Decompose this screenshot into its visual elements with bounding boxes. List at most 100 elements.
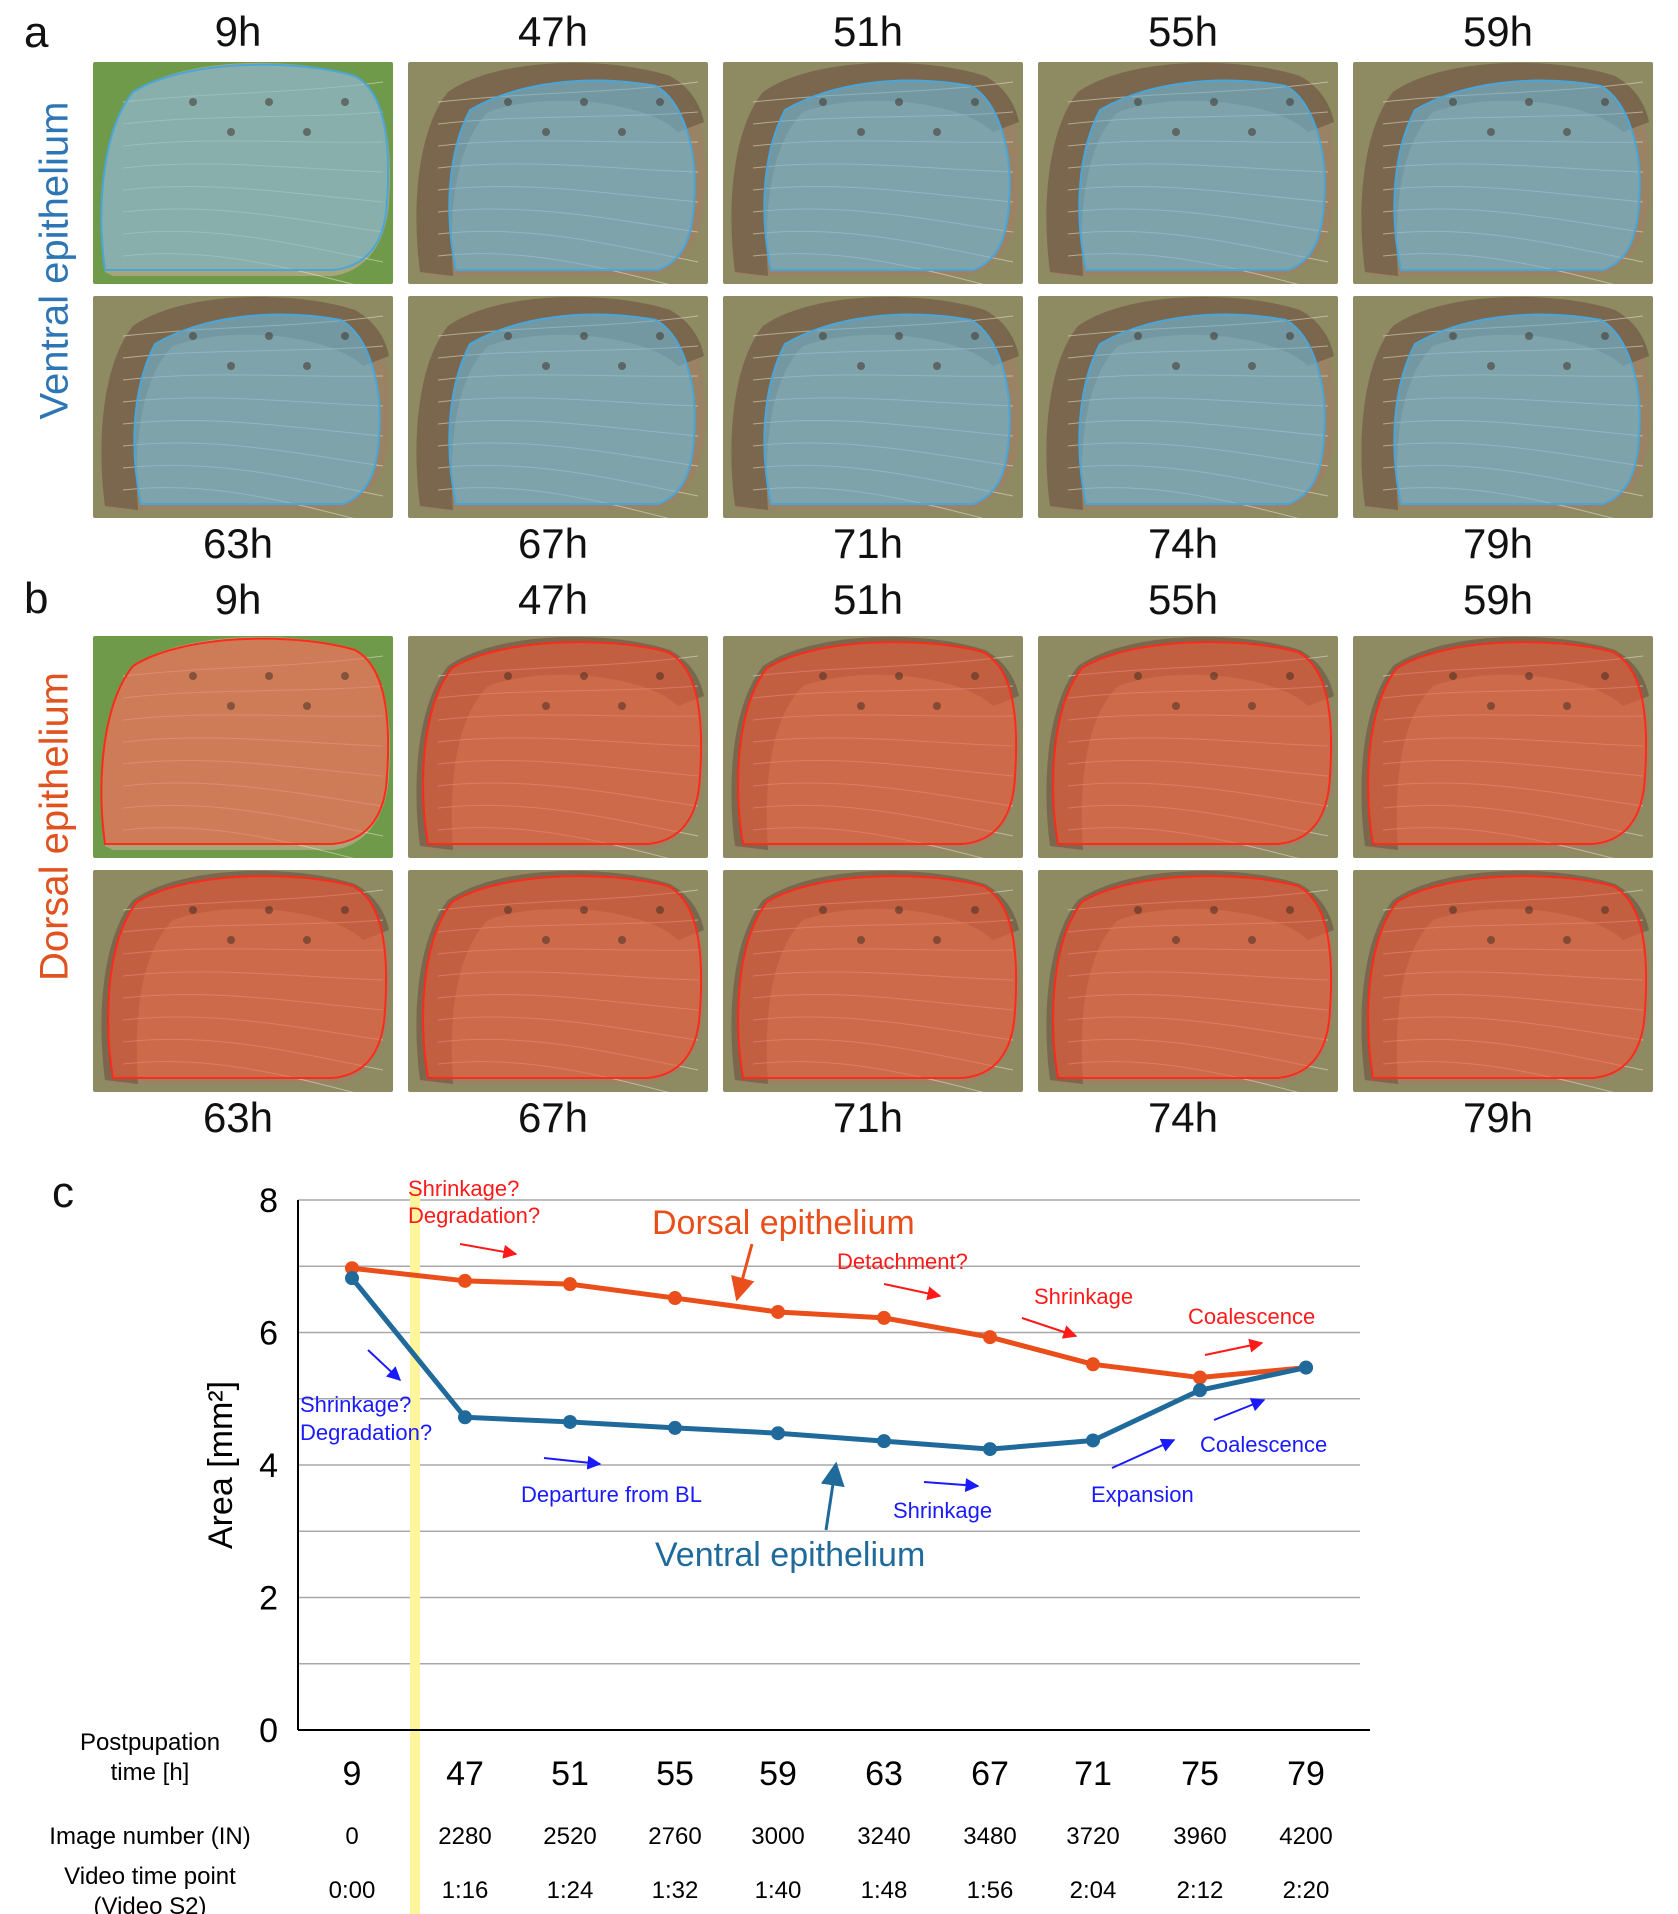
dorsal-side-label: Dorsal epithelium [32,671,77,982]
micrograph-tile [723,870,1023,1092]
table-cell: 1:32 [652,1877,699,1904]
ventral-data-point [458,1410,472,1425]
table-row-label: Image number (IN) [49,1823,250,1850]
table-cell: 2520 [543,1823,596,1850]
table-cell: 79 [1287,1755,1325,1793]
dorsal-annotation-arrow [459,1243,518,1259]
time-label: 47h [517,576,589,623]
time-label: 74h [1147,1094,1219,1141]
time-label: 79h [1462,1094,1534,1141]
time-label: 71h [832,1094,904,1141]
y-tick-labels: 0 2 4 6 8 [259,1182,278,1750]
table-cell: 51 [551,1755,589,1793]
time-label: 9h [214,576,262,623]
table-cell: 3000 [751,1823,804,1850]
time-label: 63h [202,520,274,567]
panel-letter-a: a [24,8,49,57]
ventral-annotation-arrow [1213,1398,1266,1421]
dorsal-annotation-shrinkage: Shrinkage [1034,1284,1133,1309]
table-cell: 1:40 [755,1877,802,1904]
time-label: 55h [1147,8,1219,55]
area-line-chart: 0 2 4 6 8 Area [mm²] Dorsal epithelium Ventr… [49,1176,1370,1914]
table-cell: 59 [759,1755,797,1793]
time-label: 51h [832,576,904,623]
time-label: 67h [517,520,589,567]
micrograph-tile [408,636,708,858]
dorsal-data-point [877,1310,891,1325]
micrograph-tile [1353,62,1653,284]
ventral-annotation-shrinkage-q: Shrinkage? [300,1392,411,1417]
table-cell: 0 [345,1823,358,1850]
dorsal-series-label: Dorsal epithelium [652,1204,915,1242]
dorsal-data-point [668,1291,682,1306]
micrograph-tile [1038,296,1338,518]
time-label: 63h [202,1094,274,1141]
dorsal-data-point [1193,1370,1207,1385]
ventral-series-line [350,1276,1307,1452]
micrograph-tile [93,636,393,858]
ventral-label-arrow [820,1461,845,1531]
y-tick-label: 8 [259,1182,278,1220]
panel-letter-c: c [52,1168,74,1217]
panel-letter-b: b [24,574,49,623]
highlight-band [410,1190,420,1914]
dorsal-annotation-arrow [1204,1338,1264,1356]
time-label: 55h [1147,576,1219,623]
micrograph-tile [723,296,1023,518]
table-cell: 2280 [438,1823,491,1850]
table-cell: 71 [1074,1755,1112,1793]
micrograph-tile [408,870,708,1092]
table-cell: 2:12 [1177,1877,1224,1904]
table-cell: 63 [865,1755,903,1793]
time-label: 71h [832,520,904,567]
table-row-label: Postpupation [80,1729,220,1756]
dorsal-data-point [345,1261,359,1276]
y-axis-label: Area [mm²] [202,1381,240,1549]
table-cell: 1:16 [442,1877,489,1904]
dorsal-data-point [563,1277,577,1292]
ventral-data-point [668,1420,682,1435]
time-label: 47h [517,8,589,55]
ventral-annotation-expansion: Expansion [1091,1482,1194,1507]
series-lines [350,1265,1307,1452]
time-label: 59h [1462,576,1534,623]
y-tick-label: 4 [259,1447,278,1485]
dorsal-label-arrow [731,1243,755,1302]
table-cell: 67 [971,1755,1009,1793]
table-cell: 2760 [648,1823,701,1850]
micrograph-tile [408,62,708,284]
dorsal-annotation-degradation-q: Degradation? [408,1203,540,1228]
micrograph-tile [93,296,393,518]
micrograph-tile [408,296,708,518]
dorsal-data-point [458,1273,472,1288]
table-row-label: time [h] [111,1759,190,1786]
ventral-data-point [345,1271,359,1286]
table-row-label: (Video S2) [94,1893,207,1914]
table-cell: 2:04 [1070,1877,1117,1904]
ventral-data-point [771,1426,785,1441]
table-cell: 4200 [1279,1823,1332,1850]
dorsal-annotation-arrow [1021,1317,1078,1339]
dorsal-annotation-shrinkage-q: Shrinkage? [408,1176,519,1201]
ventral-annotation-arrow [367,1349,402,1381]
micrograph-tile [1353,636,1653,858]
ventral-data-point [1086,1433,1100,1448]
ventral-data-point [1299,1360,1313,1375]
table-cell: 47 [446,1755,484,1793]
dorsal-data-point [1086,1357,1100,1372]
ventral-data-point [563,1414,577,1429]
table-cell: 0:00 [329,1877,376,1904]
dorsal-annotation-coalescence: Coalescence [1188,1304,1315,1329]
table-cell: 3240 [857,1823,910,1850]
ventral-data-point [877,1434,891,1449]
y-tick-label: 2 [259,1580,278,1618]
ventral-side-label: Ventral epithelium [32,101,77,420]
table-cell: 1:24 [547,1877,594,1904]
micrograph-tile [93,870,393,1092]
micrograph-tile [1038,870,1338,1092]
table-cell: 3720 [1066,1823,1119,1850]
micrograph-tile [1038,62,1338,284]
series-points [345,1261,1313,1457]
micrograph-tile [93,62,393,284]
table-cell: 9 [343,1755,362,1793]
